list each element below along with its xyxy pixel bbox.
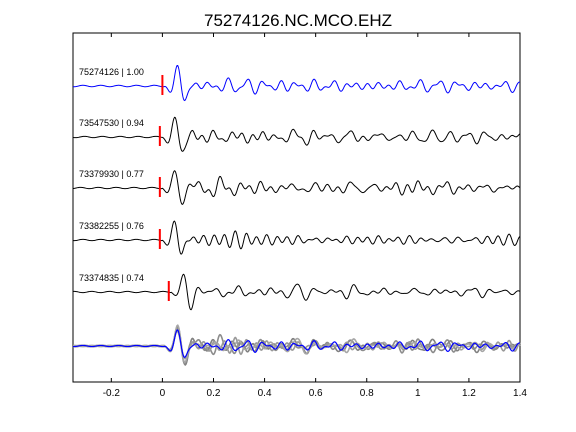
x-tick-label: 0 [160, 388, 166, 399]
trace-row: 73547530 | 0.94 [72, 116, 521, 152]
trace-row: 75274126 | 1.00 [72, 65, 520, 102]
x-tick-label: 1.4 [513, 388, 527, 399]
traces-group: 75274126 | 1.00 73547530 | 0.94 73379930 |… [72, 65, 521, 311]
plot-frame [72, 32, 521, 383]
x-tick-label: 0.2 [207, 388, 221, 399]
stacked-trace [72, 324, 521, 364]
trace-label: 73374835 | 0.74 [79, 273, 144, 283]
trace-row: 73374835 | 0.74 [72, 273, 521, 311]
trace-waveform [72, 220, 521, 255]
x-tick-label: 0.4 [258, 388, 272, 399]
stacked-traces-group [72, 324, 521, 366]
trace-waveform [72, 65, 520, 102]
trace-waveform [72, 116, 521, 152]
trace-waveform [72, 170, 521, 205]
trace-label: 73379930 | 0.77 [79, 169, 144, 179]
x-tick-label: 1.2 [462, 388, 476, 399]
trace-label: 73382255 | 0.76 [79, 221, 144, 231]
trace-label: 75274126 | 1.00 [79, 67, 144, 77]
trace-row: 73379930 | 0.77 [72, 169, 521, 205]
x-tick-label: -0.2 [103, 388, 121, 399]
stacked-trace [72, 329, 520, 358]
x-tick-label: 0.8 [360, 388, 374, 399]
trace-label: 73547530 | 0.94 [79, 118, 144, 128]
trace-row: 73382255 | 0.76 [72, 220, 521, 255]
chart-title: 75274126.NC.MCO.EHZ [204, 11, 392, 30]
x-tick-label: 0.6 [309, 388, 323, 399]
x-axis: -0.2 0 0.2 0.4 0.6 0.8 1 1.2 1.4 [103, 33, 527, 399]
trace-waveform [72, 273, 521, 311]
x-tick-label: 1 [415, 388, 421, 399]
